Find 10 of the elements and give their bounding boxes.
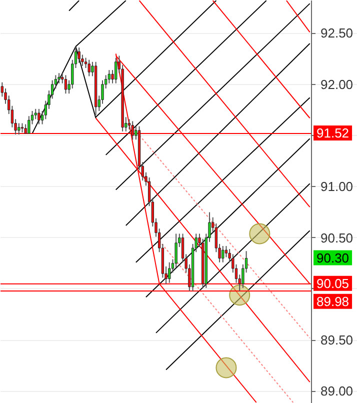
y-tick-label: 90.50 (320, 230, 354, 246)
ref-line-label: 90.05 (316, 276, 350, 291)
y-tick-label: 92.00 (320, 76, 354, 92)
ref-line-label: 89.98 (316, 294, 350, 309)
y-tick-label: 89.00 (320, 384, 354, 399)
y-tick-label: 89.50 (320, 332, 354, 348)
ref-line-label: 91.52 (316, 125, 350, 140)
y-tick-label: 91.00 (320, 179, 354, 194)
text: 90.30 (316, 250, 350, 266)
y-tick-label: 92.50 (320, 26, 354, 41)
